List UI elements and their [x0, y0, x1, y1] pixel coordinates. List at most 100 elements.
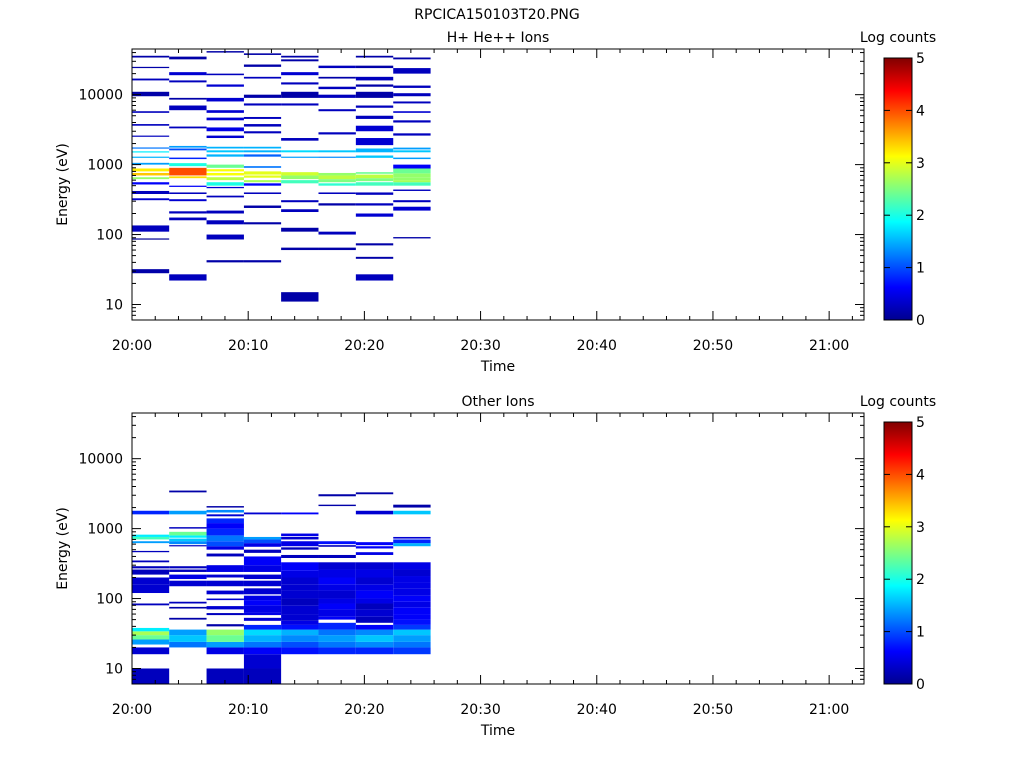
heatmap-cell: [132, 66, 170, 69]
heatmap-cell: [243, 654, 282, 669]
heatmap-cell: [355, 243, 394, 246]
heatmap-cell: [243, 171, 282, 175]
heatmap-cell: [281, 554, 319, 558]
heatmap-cell: [355, 584, 394, 591]
heatmap-cell: [206, 146, 244, 149]
heatmap-cell: [206, 164, 244, 168]
heatmap-cell: [169, 217, 207, 221]
heatmap-cell: [132, 510, 170, 515]
heatmap-cell: [206, 641, 244, 648]
heatmap-cell: [132, 668, 170, 684]
heatmap-cell: [243, 580, 282, 587]
heatmap-cell: [206, 220, 244, 225]
heatmap-cell: [132, 78, 170, 81]
heatmap-cell: [393, 177, 431, 181]
heatmap-cell: [281, 227, 319, 232]
heatmap-cell: [393, 629, 431, 636]
heatmap-cell: [243, 600, 282, 606]
heatmap-cell: [243, 124, 282, 127]
heatmap-cell: [169, 635, 207, 642]
heatmap-cell: [355, 641, 394, 648]
plot-frame: [131, 412, 865, 685]
heatmap-cell: [132, 162, 170, 165]
heatmap-cell: [169, 527, 207, 529]
heatmap-cell: [355, 55, 394, 58]
heatmap-cell: [318, 156, 356, 158]
heatmap-cell: [393, 180, 431, 183]
heatmap-cell: [355, 603, 394, 610]
heatmap-cell: [169, 274, 207, 281]
heatmap-cell: [281, 247, 319, 251]
heatmap-cell: [355, 609, 394, 617]
heatmap-cell: [206, 135, 244, 139]
heatmap-cell: [355, 91, 394, 98]
panel-title: Other Ions: [461, 394, 534, 410]
heatmap-cell: [169, 176, 207, 179]
heatmap-cell: [169, 617, 207, 620]
heatmap-cell: [243, 574, 282, 580]
heatmap-cell: [281, 209, 319, 213]
heatmap-cell: [206, 546, 244, 550]
heatmap-cell: [206, 182, 244, 186]
heatmap-cell: [318, 94, 356, 98]
heatmap-cell: [318, 609, 356, 617]
heatmap-cell: [243, 183, 282, 186]
colorbar-tick-label: 0: [916, 313, 925, 329]
colorbar-tick-label: 3: [916, 520, 925, 536]
heatmap-cell: [206, 613, 244, 616]
heatmap-cell: [393, 641, 431, 648]
heatmap-cell: [355, 115, 394, 119]
heatmap-cell: [318, 622, 356, 630]
heatmap-cell: [318, 616, 356, 620]
heatmap-cell: [206, 553, 244, 557]
heatmap-cell: [281, 72, 319, 76]
heatmap-cell: [355, 174, 394, 179]
heatmap-cell: [243, 192, 282, 195]
heatmap-cell: [206, 154, 244, 157]
y-axis-label: Energy (eV): [55, 143, 71, 226]
heatmap-cell: [318, 545, 356, 547]
heatmap-cell: [355, 172, 394, 174]
heatmap-cell: [318, 577, 356, 585]
x-tick-label: 20:00: [112, 702, 152, 718]
heatmap-cell: [169, 569, 207, 572]
heatmap-cell: [206, 509, 244, 513]
y-tick-label: 10: [105, 297, 123, 313]
heatmap-cell: [132, 91, 170, 97]
heatmap-cell: [243, 536, 282, 540]
heatmap-cell: [393, 147, 431, 150]
heatmap-cell: [318, 247, 356, 251]
heatmap-cell: [393, 543, 431, 547]
heatmap-cell: [132, 147, 170, 149]
heatmap-cell: [355, 590, 394, 599]
heatmap-cell: [243, 539, 282, 544]
heatmap-cell: [169, 211, 207, 214]
heatmap-cell: [393, 536, 431, 539]
heatmap-cell: [243, 222, 282, 225]
heatmap-cell: [318, 603, 356, 610]
heatmap-cell: [355, 84, 394, 87]
heatmap-cell: [243, 94, 282, 98]
heatmap-cell: [355, 182, 394, 186]
heatmap-cell: [169, 199, 207, 202]
heatmap-cell: [393, 133, 431, 136]
heatmap-cell: [393, 200, 431, 203]
heatmap-cell: [169, 490, 207, 493]
heatmap-cell: [206, 624, 244, 627]
heatmap-cell: [355, 138, 394, 146]
heatmap-cell: [281, 614, 319, 621]
heatmap-cell: [132, 536, 170, 540]
heatmap-cell: [243, 180, 282, 183]
heatmap-cell: [318, 203, 356, 206]
y-tick-label: 100: [96, 592, 123, 608]
heatmap-cell: [206, 598, 244, 601]
heatmap-cell: [206, 523, 244, 529]
colorbar: Log counts 0 1 2 3 4 5: [860, 394, 936, 693]
heatmap-cell: [281, 590, 319, 599]
heatmap-cell: [281, 598, 319, 606]
heatmap-cell: [281, 200, 319, 203]
heatmap-cell: [393, 504, 431, 508]
heatmap-cell: [318, 86, 356, 90]
colorbar-tick-label: 4: [916, 103, 925, 119]
heatmap-cell: [281, 180, 319, 184]
